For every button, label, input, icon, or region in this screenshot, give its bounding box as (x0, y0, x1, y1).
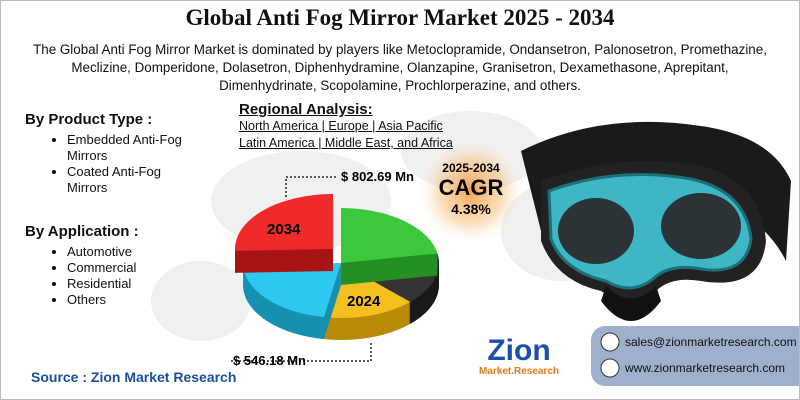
cagr-value: 4.38% (451, 201, 491, 217)
application: By Application : Automotive Commercial R… (25, 223, 215, 308)
web-icon (600, 358, 620, 378)
value-2024: $ 546.18 Mn (233, 353, 306, 368)
label-2034: 2034 (267, 221, 301, 238)
regional-heading: Regional Analysis: (239, 101, 373, 118)
regional-line: Latin America | Middle East, and Africa (239, 136, 453, 150)
website[interactable]: www.zionmarketresearch.com (625, 361, 786, 375)
cagr-label: CAGR (438, 175, 504, 200)
email-icon (600, 332, 620, 352)
regional-line: North America | Europe | Asia Pacific (239, 119, 443, 133)
cagr-period: 2025-2034 (442, 161, 500, 175)
regional: Regional Analysis: North America | Europ… (239, 101, 453, 152)
value-2034: $ 802.69 Mn (341, 169, 414, 184)
logo-sub: Market.Research (479, 366, 560, 377)
callouts (231, 176, 372, 362)
contact-box (591, 326, 799, 386)
application-item: Others (67, 292, 215, 308)
label-2024: 2024 (347, 293, 381, 310)
pie-slice (341, 208, 438, 263)
product-type-item: Coated Anti-Fog Mirrors (67, 164, 177, 196)
application-item: Commercial (67, 260, 215, 276)
product-type-heading: By Product Type : (25, 111, 153, 128)
logo: Zion Market.Research (479, 334, 560, 378)
product-type-list: Embedded Anti-Fog Mirrors Coated Anti-Fo… (25, 132, 215, 196)
source: Source : Zion Market Research (31, 369, 237, 385)
email[interactable]: sales@zionmarketresearch.com (625, 335, 797, 349)
application-heading: By Application : (25, 223, 139, 240)
product-type-item: Embedded Anti-Fog Mirrors (67, 132, 197, 164)
application-item: Automotive (67, 244, 215, 260)
title: Global Anti Fog Mirror Market 2025 - 203… (185, 5, 615, 30)
cagr-glow (416, 136, 526, 246)
pie-slice (243, 263, 341, 318)
description: The Global Anti Fog Mirror Market is dom… (33, 42, 767, 93)
logo-name: Zion (487, 334, 551, 367)
pie-slice (234, 194, 333, 251)
cagr: 2025-2034 CAGR 4.38% (421, 161, 521, 217)
pie-3d (234, 194, 439, 340)
mask (521, 121, 791, 321)
application-item: Residential (67, 276, 215, 292)
product-type: By Product Type : Embedded Anti-Fog Mirr… (25, 111, 215, 196)
application-list: Automotive Commercial Residential Others (25, 244, 215, 308)
